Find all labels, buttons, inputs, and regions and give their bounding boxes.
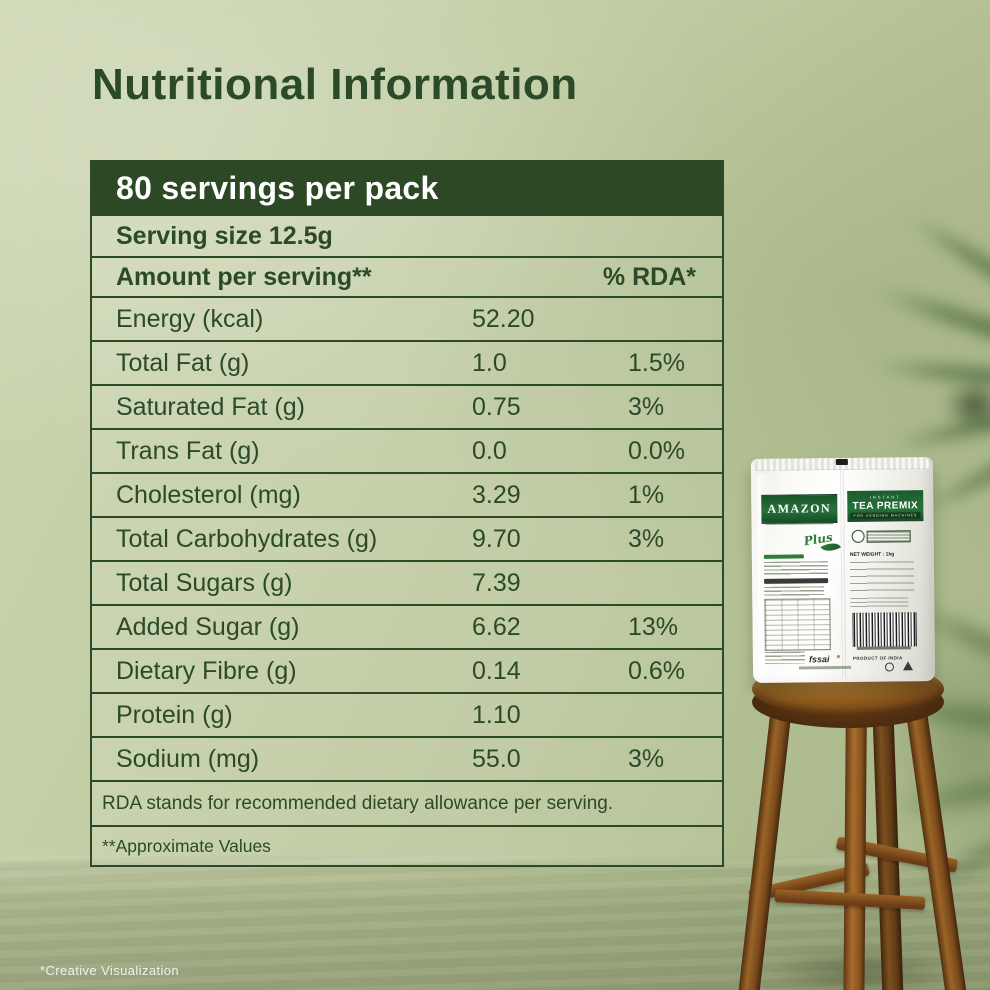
serving-size-label: Serving size 12.5g: [116, 221, 333, 250]
palm-leaf-middle: [870, 210, 990, 518]
table-row: Added Sugar (g) 6.62 13%: [92, 604, 722, 648]
nutrient-label: Total Fat (g): [116, 348, 250, 377]
barcode-number: [856, 646, 911, 650]
nutrient-amount: 7.39: [472, 568, 521, 597]
serving-size-row: Serving size 12.5g: [92, 214, 722, 256]
table-row: Dietary Fibre (g) 0.14 0.6%: [92, 648, 722, 692]
palm-frond-icon: [872, 282, 990, 363]
nutrient-amount: 3.29: [472, 480, 521, 509]
nutrient-rda: 1%: [628, 480, 665, 509]
customer-care-box: [866, 530, 911, 543]
table-row: Saturated Fat (g) 0.75 3%: [92, 384, 722, 428]
nutrient-label: Dietary Fibre (g): [116, 656, 297, 685]
origin-label: PRODUCT OF INDIA: [852, 655, 903, 661]
nutrient-amount: 1.0: [472, 348, 507, 377]
page-title: Nutritional Information: [92, 60, 578, 109]
fineprint-heading: [763, 554, 804, 559]
fssai-logo: fssai: [808, 654, 830, 665]
creative-visualization-note: *Creative Visualization: [40, 963, 180, 978]
fineprint-block: [764, 586, 825, 596]
approximate-values-footnote: **Approximate Values: [92, 825, 722, 865]
brand-band: AMAZON: [761, 494, 838, 524]
band-vending-label: FOR VENDING MACHINES: [850, 511, 921, 519]
product-title-band: INSTANT TEA PREMIX FOR VENDING MACHINES: [847, 490, 924, 522]
table-row: Trans Fat (g) 0.0 0.0%: [92, 428, 722, 472]
column-header-row: Amount per serving** % RDA*: [92, 256, 722, 296]
recycle-triangle-icon: [902, 661, 914, 671]
band-product-name: TEA PREMIX: [852, 499, 919, 512]
fssai-license-number: [799, 665, 852, 670]
net-weight-label: NET WEIGHT : 1kg: [849, 551, 895, 558]
fssai-logo-dot: [836, 655, 840, 659]
nutrient-rda: 3%: [628, 524, 665, 553]
pack-nutrition-mini-table: [764, 598, 831, 651]
nutrient-label: Sodium (mg): [116, 744, 260, 773]
tea-premix-package: AMAZON Plus fssai INSTANT TEA PREMIX FOR…: [750, 457, 936, 683]
nutrient-amount: 9.70: [472, 524, 521, 553]
brand-logo: AMAZON: [767, 501, 832, 516]
batch-details-lines: [849, 561, 915, 592]
nutrient-amount: 1.10: [472, 700, 521, 729]
nutrient-amount: 6.62: [472, 612, 521, 641]
table-header-servings: 80 servings per pack: [92, 162, 722, 214]
nutrient-amount: 52.20: [472, 304, 535, 333]
nutrient-rda: 13%: [628, 612, 679, 641]
nutrient-label: Added Sugar (g): [116, 612, 300, 641]
nutrient-label: Saturated Fat (g): [116, 392, 305, 421]
nutrient-rda: 3%: [628, 744, 665, 773]
pouch-hang-tab: [835, 458, 848, 466]
nutrition-table: 80 servings per pack Serving size 12.5g …: [90, 160, 724, 867]
nutrient-amount: 0.14: [472, 656, 521, 685]
table-row: Protein (g) 1.10: [92, 692, 722, 736]
barcode: [852, 612, 917, 647]
fineprint-banner: [764, 578, 829, 584]
table-row: Sodium (mg) 55.0 3%: [92, 736, 722, 780]
amount-column-header: Amount per serving**: [116, 262, 372, 291]
table-row: Energy (kcal) 52.20: [92, 296, 722, 340]
nutrient-label: Total Carbohydrates (g): [116, 524, 378, 553]
stool-leg-center: [843, 697, 867, 990]
nutrient-amount: 0.0: [472, 436, 507, 465]
nutrient-amount: 0.75: [472, 392, 521, 421]
nutrient-rda: 0.0%: [628, 436, 685, 465]
nutrient-rda: 3%: [628, 392, 665, 421]
nutrient-label: Energy (kcal): [116, 304, 264, 333]
nutrient-label: Protein (g): [116, 700, 233, 729]
nutrient-rda: 1.5%: [628, 348, 685, 377]
veg-mark-icon: [884, 662, 895, 672]
table-row: Cholesterol (mg) 3.29 1%: [92, 472, 722, 516]
nutrient-label: Trans Fat (g): [116, 436, 260, 465]
fineprint-block: [763, 561, 829, 576]
table-row: Total Fat (g) 1.0 1.5%: [92, 340, 722, 384]
nutrient-amount: 55.0: [472, 744, 521, 773]
fineprint-block: [764, 651, 805, 664]
nutrient-label: Cholesterol (mg): [116, 480, 301, 509]
rda-footnote-text: RDA stands for recommended dietary allow…: [102, 792, 614, 814]
approximate-values-text: **Approximate Values: [102, 835, 271, 856]
table-row: Total Carbohydrates (g) 9.70 3%: [92, 516, 722, 560]
band-instant-label: INSTANT: [869, 493, 901, 500]
storage-advice-lines: [850, 597, 909, 608]
table-row: Total Sugars (g) 7.39: [92, 560, 722, 604]
rda-column-header: % RDA*: [602, 262, 696, 291]
nutrient-rda: 0.6%: [628, 656, 685, 685]
rda-footnote: RDA stands for recommended dietary allow…: [92, 780, 722, 825]
certification-seal-icon: [851, 529, 865, 543]
nutrient-label: Total Sugars (g): [116, 568, 293, 597]
